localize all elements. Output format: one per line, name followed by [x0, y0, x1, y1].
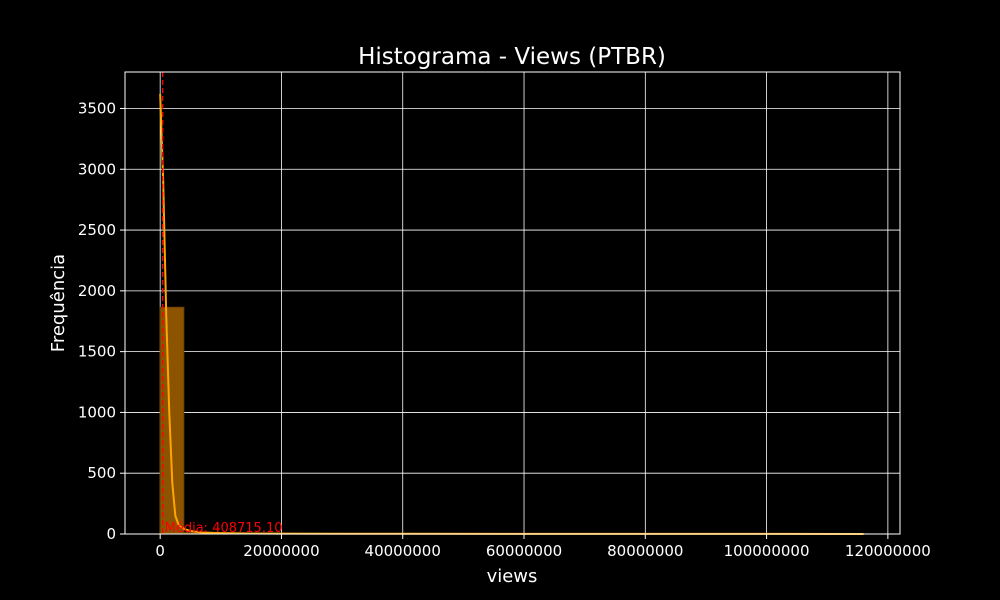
x-tick-label: 100000000 [724, 542, 810, 560]
x-tick-label: 60000000 [486, 542, 562, 560]
x-axis-label: views [487, 566, 538, 587]
y-tick-label: 1500 [78, 343, 116, 361]
mean-layer: Média: 408715.10 [162, 72, 283, 536]
y-axis-ticks: 0 500 1000 1500 2000 2500 3000 3500 [78, 99, 125, 543]
x-tick-label: 80000000 [607, 542, 683, 560]
y-axis-label: Frequência [48, 254, 69, 352]
plot-frame [124, 71, 901, 535]
chart-title: Histograma - Views (PTBR) [358, 44, 666, 70]
grid-lines [125, 72, 900, 535]
y-tick-label: 3000 [78, 160, 116, 178]
x-tick-label: 40000000 [365, 542, 441, 560]
y-tick-label: 0 [106, 525, 116, 543]
x-axis-ticks: 0 20000000 40000000 60000000 80000000 1000000… [155, 534, 931, 560]
mean-annotation: Média: 408715.10 [165, 521, 283, 536]
y-tick-label: 1000 [78, 403, 116, 421]
y-tick-label: 2500 [78, 221, 116, 239]
x-tick-label: 0 [155, 542, 165, 560]
y-tick-label: 500 [87, 464, 116, 482]
x-tick-label: 20000000 [243, 542, 319, 560]
y-tick-label: 2000 [78, 282, 116, 300]
x-tick-label: 120000000 [845, 542, 931, 560]
y-tick-label: 3500 [78, 99, 116, 117]
histogram-bar [159, 306, 185, 535]
